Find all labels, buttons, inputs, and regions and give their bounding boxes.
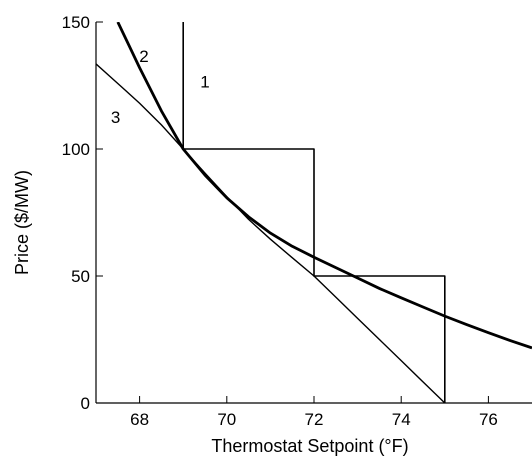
curve-label-2: 2 <box>139 47 148 66</box>
y-axis-label: Price ($/MW) <box>12 170 32 275</box>
x-tick-label: 74 <box>392 410 411 429</box>
curve-label-1: 1 <box>200 72 209 91</box>
x-tick-label: 68 <box>130 410 149 429</box>
x-tick-label: 76 <box>479 410 498 429</box>
plot-area: 1 2 3 <box>96 22 532 403</box>
curve-label-3: 3 <box>111 108 120 127</box>
x-axis-label: Thermostat Setpoint (°F) <box>211 436 408 456</box>
series-2-line <box>116 22 532 350</box>
y-tick-label: 50 <box>71 267 90 286</box>
x-tick-label: 72 <box>305 410 324 429</box>
y-tick-label: 150 <box>62 13 90 32</box>
axes: 68 70 72 74 76 0 50 100 150 <box>62 13 532 429</box>
y-tick-label: 100 <box>62 140 90 159</box>
series-3-line <box>96 63 446 403</box>
series-1-line <box>182 22 446 403</box>
x-tick-label: 70 <box>217 410 236 429</box>
y-tick-label: 0 <box>81 394 90 413</box>
